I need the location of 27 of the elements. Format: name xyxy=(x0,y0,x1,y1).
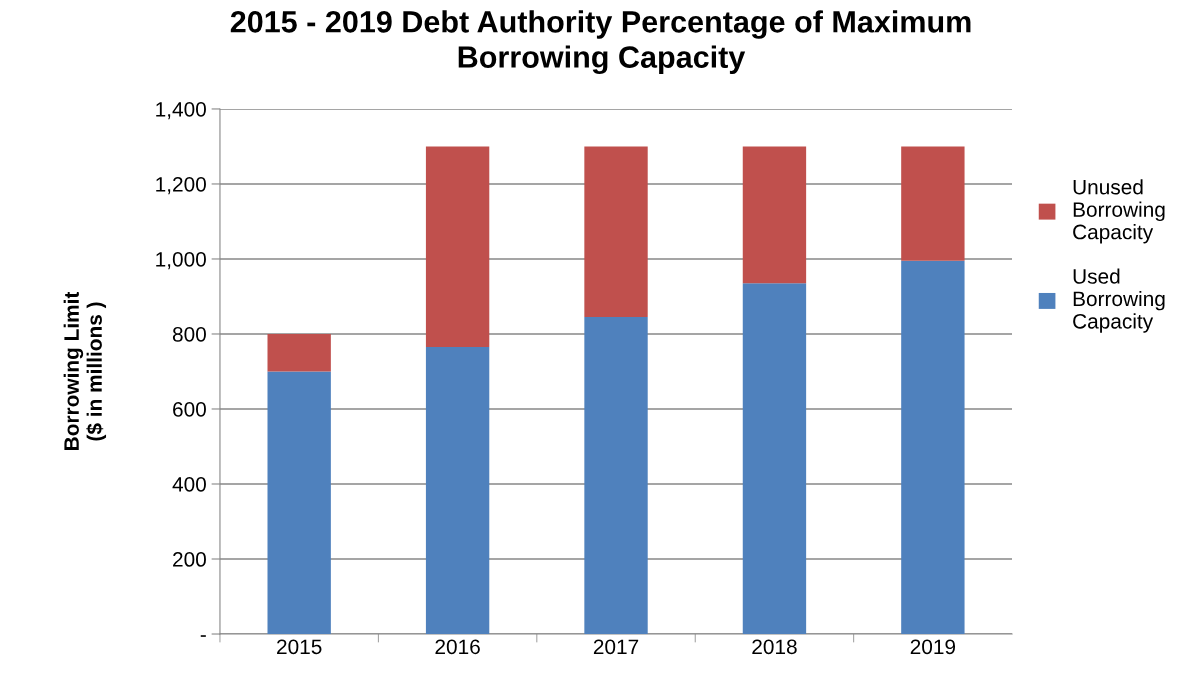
bar xyxy=(742,283,807,635)
y-tick-label: 1,400 xyxy=(156,101,206,120)
x-tick-label: 2018 xyxy=(752,639,797,655)
legend-label: Unused Borrowing Capacity xyxy=(1073,179,1165,244)
y-tick-label: 400 xyxy=(172,477,206,492)
y-tick-label: - xyxy=(200,635,206,637)
bar xyxy=(267,333,331,372)
y-tick-label: 1,000 xyxy=(156,251,206,270)
chart-title: 2015 - 2019 Debt Authority Percentage of Maximum Borrowing Capacity xyxy=(230,10,971,75)
bar xyxy=(267,371,331,635)
bar xyxy=(742,146,807,284)
y-tick-label: 1,200 xyxy=(156,176,206,195)
bar xyxy=(425,146,490,348)
x-tick-label: 2019 xyxy=(910,639,956,655)
y-tick-label: 200 xyxy=(173,552,206,567)
legend-label: Used Borrowing Capacity xyxy=(1073,268,1165,333)
x-tick-label: 2017 xyxy=(593,639,639,655)
x-tick-label: 2015 xyxy=(277,639,322,655)
y-axis-title: Borrowing Limit ($ in millions ) xyxy=(63,291,107,450)
bar xyxy=(901,260,965,635)
bar xyxy=(584,146,648,318)
bar xyxy=(901,146,965,261)
bar xyxy=(584,317,648,635)
y-tick-label: 800 xyxy=(172,326,206,342)
x-tick-label: 2016 xyxy=(435,639,480,655)
bar xyxy=(425,347,490,635)
y-tick-label: 600 xyxy=(173,401,206,417)
